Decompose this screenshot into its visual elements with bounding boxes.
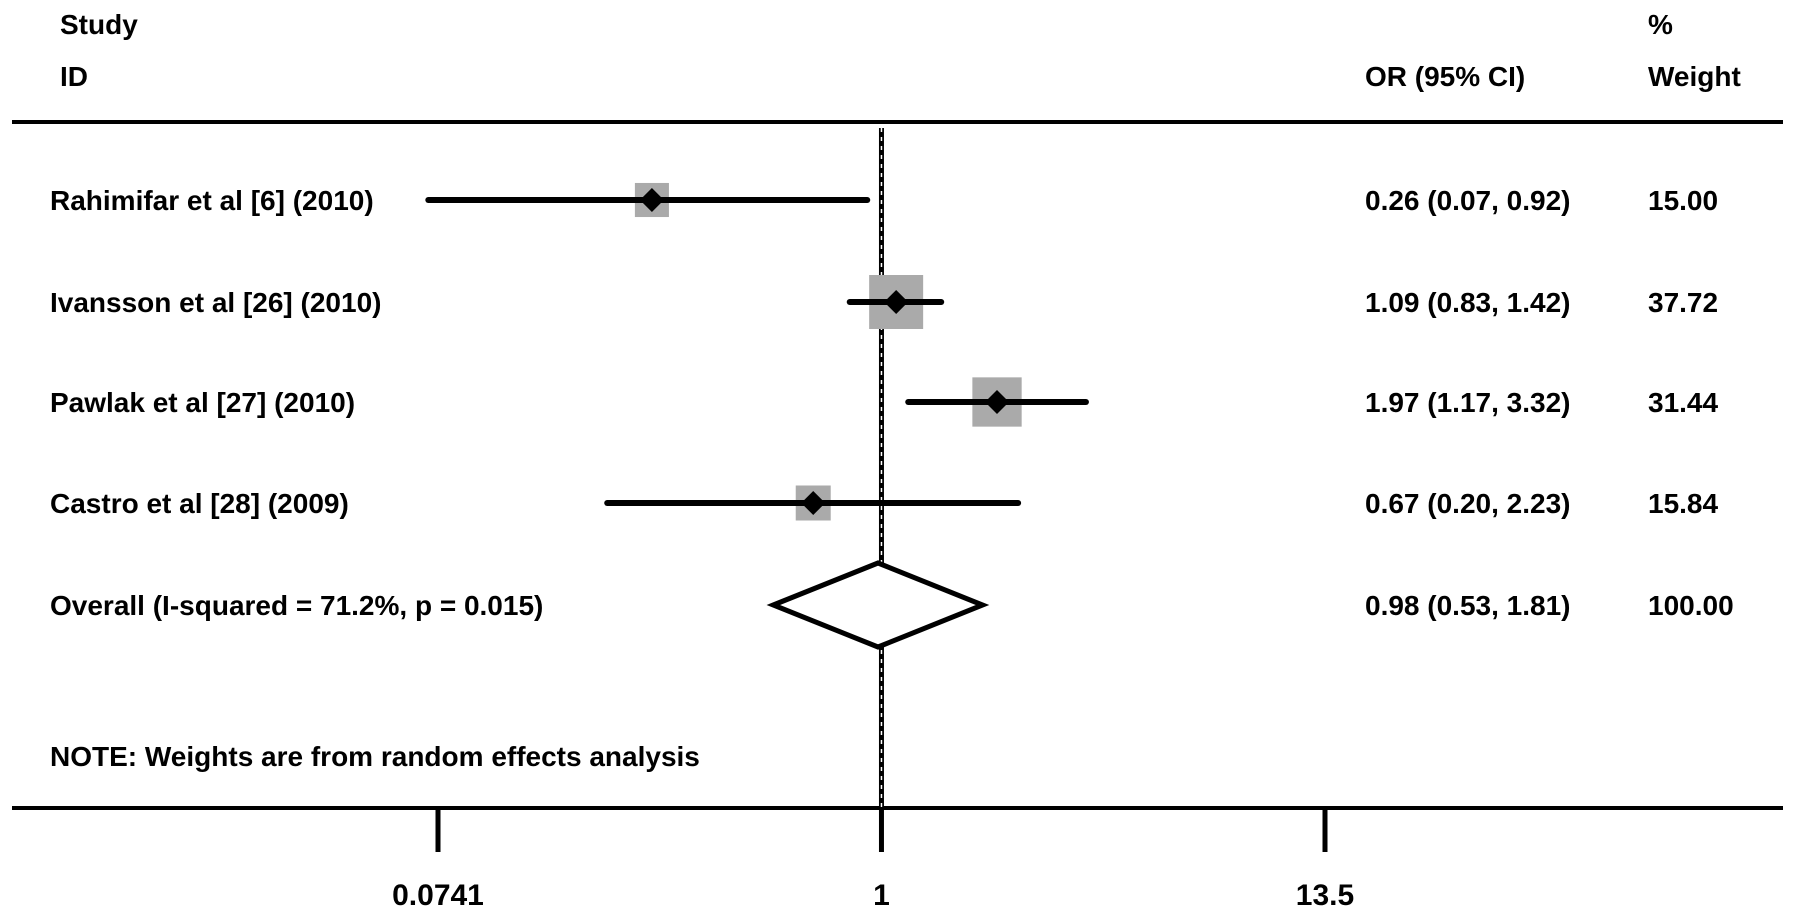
point-estimate xyxy=(985,390,1010,414)
study-label: Ivansson et al [26] (2010) xyxy=(50,287,381,318)
study-weight: 31.44 xyxy=(1648,387,1718,418)
study-or-ci: 1.97 (1.17, 3.32) xyxy=(1365,387,1570,418)
overall-diamond xyxy=(766,560,990,650)
axis-tick-label: 1 xyxy=(873,879,890,912)
study-or-ci: 1.09 (0.83, 1.42) xyxy=(1365,287,1570,318)
header-id: ID xyxy=(60,61,88,92)
overall-label: Overall (I-squared = 71.2%, p = 0.015) xyxy=(50,590,543,621)
axis-tick-label: 0.0741 xyxy=(392,879,484,912)
plot-marks: Rahimifar et al [6] (2010) 0.26 (0.07, 0.… xyxy=(50,128,1734,912)
header-or: OR (95% CI) xyxy=(1365,61,1525,92)
study-weight: 37.72 xyxy=(1648,287,1718,318)
study-weight: 15.00 xyxy=(1648,185,1718,216)
header-percent: % xyxy=(1648,9,1673,40)
study-label: Castro et al [28] (2009) xyxy=(50,488,349,519)
overall-or-ci: 0.98 (0.53, 1.81) xyxy=(1365,590,1570,621)
study-label: Rahimifar et al [6] (2010) xyxy=(50,185,374,216)
note-text: NOTE: Weights are from random effects an… xyxy=(50,741,700,772)
study-weight: 15.84 xyxy=(1648,488,1718,519)
header-study: Study xyxy=(60,9,138,40)
point-estimate xyxy=(801,491,826,515)
overall-weight: 100.00 xyxy=(1648,590,1734,621)
study-label: Pawlak et al [27] (2010) xyxy=(50,387,355,418)
point-estimate xyxy=(884,290,909,314)
header-weight: Weight xyxy=(1648,61,1741,92)
axis-tick-label: 13.5 xyxy=(1296,879,1354,912)
point-estimate xyxy=(639,188,664,212)
study-or-ci: 0.67 (0.20, 2.23) xyxy=(1365,488,1570,519)
study-or-ci: 0.26 (0.07, 0.92) xyxy=(1365,185,1570,216)
